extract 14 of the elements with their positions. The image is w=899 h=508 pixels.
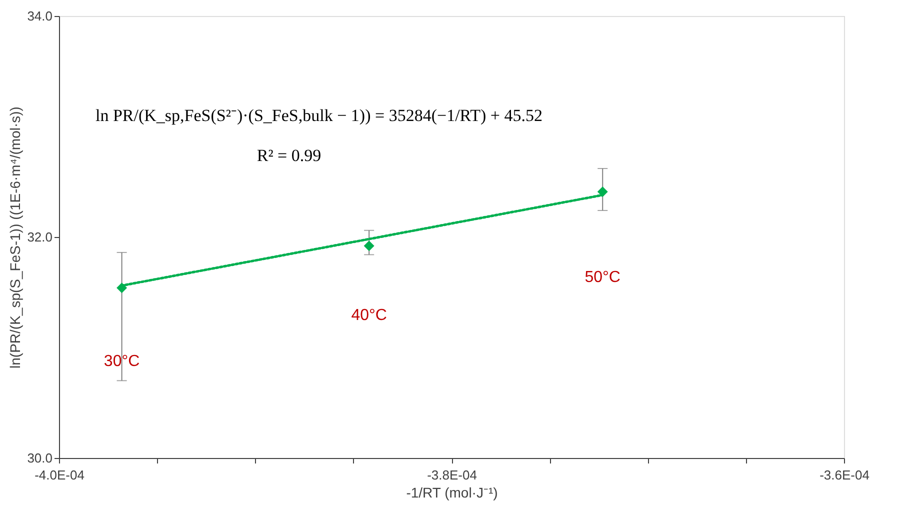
y-axis-title: ln(PR/(K_sp(S_FeS-1)) ((1E-6·m⁴/(mol·s)) xyxy=(7,106,24,368)
y-tick-label: 34.0 xyxy=(27,8,52,24)
point xyxy=(364,240,374,252)
annotation: 50°C xyxy=(584,269,620,286)
x-tick-label: -3.8E-04 xyxy=(427,468,477,482)
x-tick-label: -4.0E-04 xyxy=(34,468,84,482)
x-axis-title: -1/RT (mol·J⁻¹) xyxy=(406,484,498,500)
y-tick-label: 32.0 xyxy=(27,230,52,244)
annotation: 40°C xyxy=(351,307,387,324)
y-tick-label: 30.0 xyxy=(27,450,52,466)
annotation: ln PR/(K_sp,FeS(S²⁻)·(S_FeS,bulk − 1)) = 35284(−1/RT) + 45.52 xyxy=(96,106,542,125)
annotation: R² = 0.99 xyxy=(256,146,322,165)
x-tick-label: -3.6E-04 xyxy=(820,468,870,482)
annotation: 30°C xyxy=(104,353,140,370)
